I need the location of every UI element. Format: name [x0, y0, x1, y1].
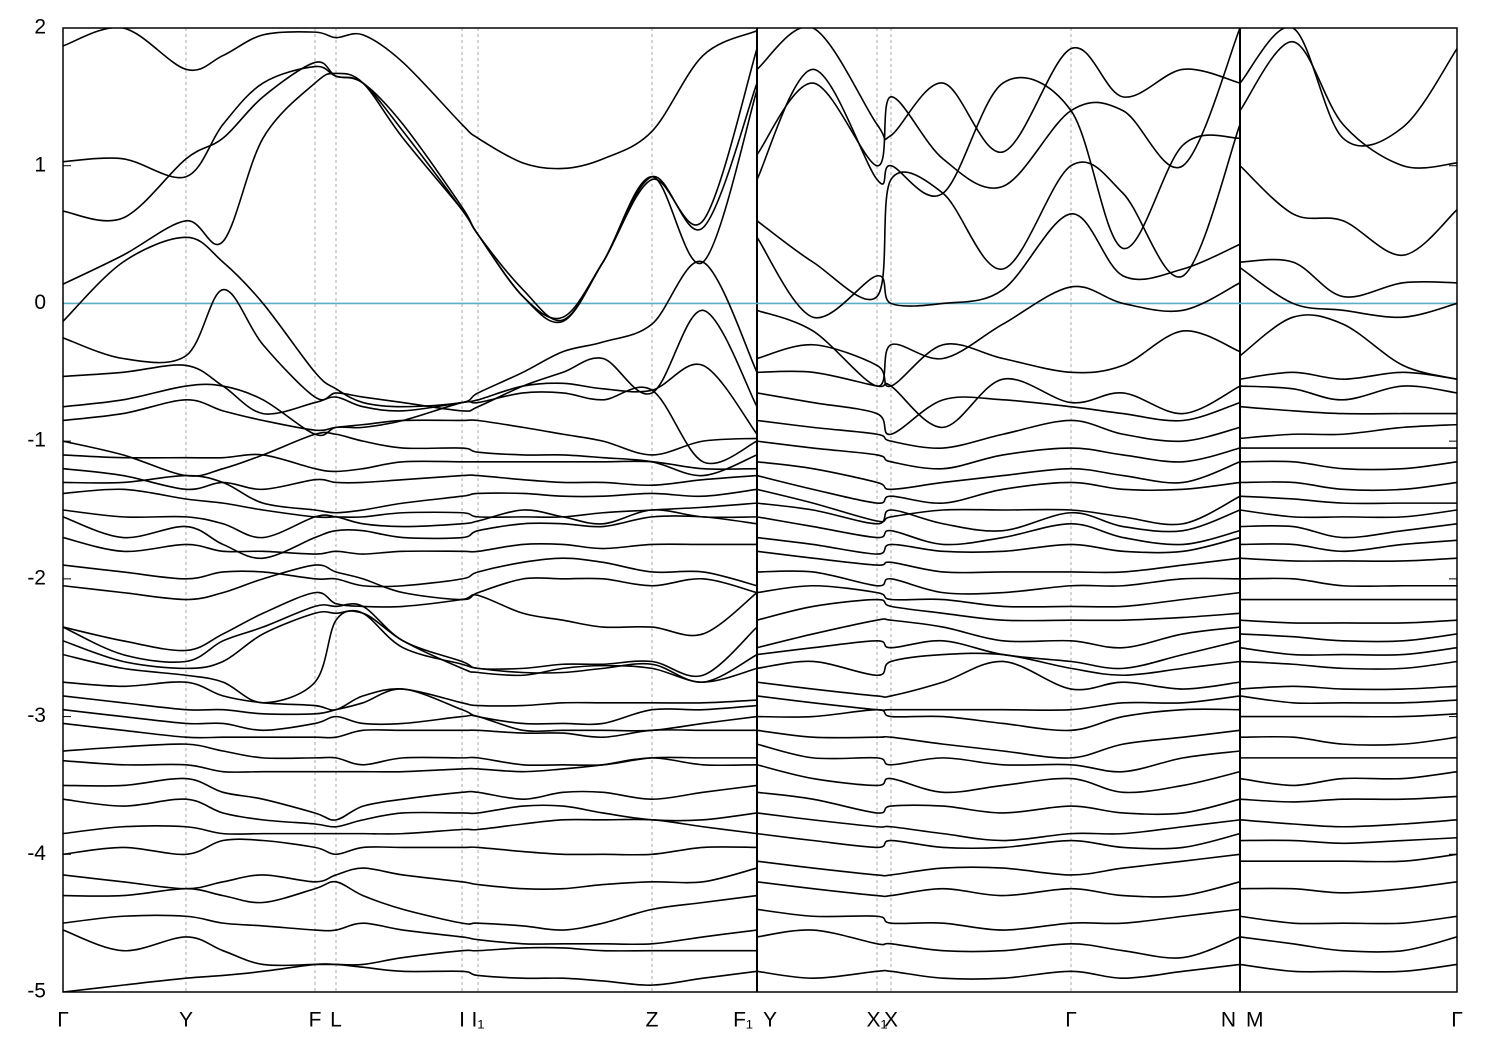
x-tick-label: I [459, 1009, 465, 1032]
band [63, 584, 1457, 652]
y-tick-label: -4 [27, 842, 46, 865]
y-tick-label: 0 [34, 291, 46, 314]
band [63, 502, 1457, 539]
y-tick-label: -2 [27, 566, 46, 589]
x-tick-label: F [309, 1009, 322, 1032]
band [63, 460, 1457, 491]
band [63, 28, 1457, 322]
x-tick-label: Y [179, 1009, 193, 1032]
plot-frame [62, 27, 1458, 993]
band [63, 880, 1457, 931]
band [63, 488, 1457, 526]
band [63, 791, 1457, 828]
x-tick-label: N [1221, 1009, 1236, 1032]
band [63, 832, 1457, 856]
x-tick-label: I₁ [472, 1009, 485, 1032]
band [63, 853, 1457, 891]
band [63, 440, 1457, 473]
band [63, 474, 1457, 514]
band [63, 743, 1457, 773]
band [63, 812, 1457, 842]
band [63, 708, 1457, 739]
band [63, 282, 1457, 412]
band [63, 550, 1457, 588]
x-tick-label: X [884, 1009, 898, 1032]
band [63, 929, 1457, 967]
x-tick-label: Γ [1065, 1009, 1077, 1032]
band [63, 72, 1457, 320]
x-tick-label: Γ [1451, 1009, 1463, 1032]
y-tick-label: -5 [27, 980, 46, 1003]
y-tick-label: 1 [34, 153, 46, 176]
band [63, 729, 1457, 767]
band [63, 763, 1457, 821]
band [63, 660, 1457, 726]
x-tick-label: Γ [57, 1009, 69, 1032]
band [63, 564, 1457, 601]
band [63, 908, 1457, 946]
band [63, 609, 1457, 683]
band [63, 536, 1457, 555]
y-tick-label: 2 [34, 16, 46, 39]
x-tick-label: X₁ [866, 1009, 887, 1032]
x-tick-label: L [330, 1009, 342, 1032]
band [63, 330, 1457, 435]
y-tick-label: -3 [27, 704, 46, 727]
band [63, 370, 1457, 465]
x-tick-label: Z [646, 1009, 659, 1032]
y-tick-label: -1 [27, 429, 46, 452]
band [63, 419, 1457, 477]
band [63, 515, 1457, 560]
bands [63, 28, 1457, 992]
band [63, 598, 1457, 678]
x-tick-label: Y [763, 1009, 777, 1032]
band [63, 610, 1457, 704]
band [63, 392, 1457, 456]
band [63, 28, 1457, 170]
x-tick-label: M [1246, 1009, 1264, 1032]
band [63, 213, 1457, 408]
band [63, 695, 1457, 733]
band [63, 61, 1457, 324]
x-tick-label: F₁ [733, 1009, 753, 1032]
band [63, 963, 1457, 992]
